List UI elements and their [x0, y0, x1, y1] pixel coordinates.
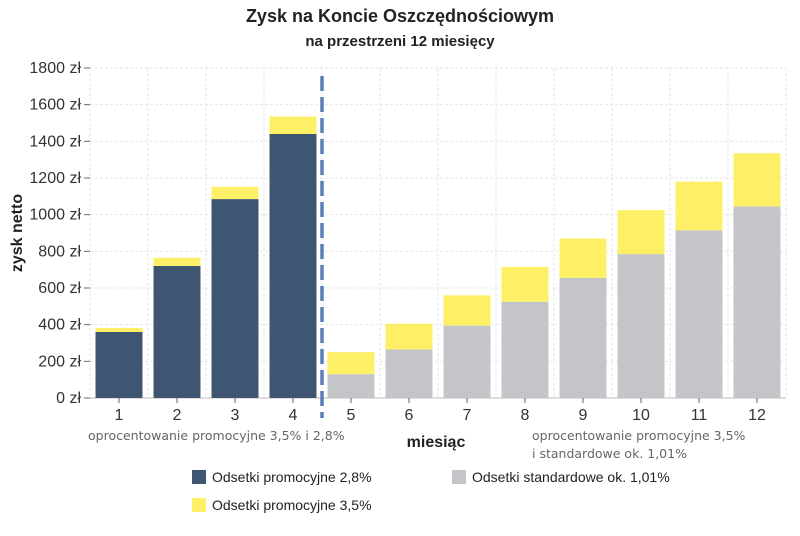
bar-segment	[385, 349, 433, 398]
x-tick-label: 6	[405, 407, 414, 424]
bar-segment	[501, 266, 549, 302]
bar-segment	[211, 186, 259, 200]
bar-segment	[269, 116, 317, 134]
legend-label: Odsetki promocyjne 3,5%	[212, 497, 372, 513]
y-tick-label: 400 zł	[38, 317, 81, 334]
bar-segment	[617, 254, 665, 398]
bar-segment	[269, 134, 317, 398]
bar-segment	[153, 266, 201, 398]
annotation-right-line2: i standardowe ok. 1,01%	[532, 446, 687, 461]
legend-swatch	[192, 498, 206, 512]
x-tick-label: 10	[632, 407, 650, 424]
legend-label: Odsetki standardowe ok. 1,01%	[472, 469, 670, 485]
bar-segment	[385, 323, 433, 350]
bar-segment	[501, 301, 549, 398]
y-tick-label: 1200 zł	[29, 170, 81, 187]
chart-title: Zysk na Koncie Oszczędnościowym	[245, 6, 555, 26]
legend: Odsetki promocyjne 2,8% Odsetki standardo…	[192, 469, 670, 513]
bar-segment	[675, 181, 723, 231]
bar-segment	[559, 277, 607, 398]
y-tick-label: 1000 zł	[29, 207, 81, 224]
bar-segment	[327, 374, 375, 398]
x-tick-label: 5	[347, 407, 356, 424]
x-axis-title: miesiąc	[407, 434, 466, 451]
legend-swatch	[452, 470, 466, 484]
bar-segment	[95, 332, 143, 398]
bar-segment	[733, 206, 781, 398]
y-tick-label: 800 zł	[38, 243, 81, 260]
bar-segment	[153, 257, 201, 266]
x-tick-label: 12	[748, 407, 766, 424]
y-tick-label: 1600 zł	[29, 97, 81, 114]
x-tick-label: 8	[521, 407, 530, 424]
y-tick-label: 1400 zł	[29, 133, 81, 150]
y-tick-label: 200 zł	[38, 353, 81, 370]
bar-segment	[559, 238, 607, 278]
x-tick-label: 4	[289, 407, 298, 424]
x-tick-label: 11	[691, 407, 708, 424]
bar-segment	[733, 153, 781, 207]
bar-segment	[327, 352, 375, 375]
x-tick-label: 7	[463, 407, 472, 424]
bar-segment	[443, 295, 491, 326]
annotation-left: oprocentowanie promocyjne 3,5% i 2,8%	[88, 428, 345, 443]
chart-subtitle: na przestrzeni 12 miesięcy	[305, 33, 495, 50]
bar-segment	[675, 230, 723, 398]
bars	[95, 116, 781, 398]
y-tick-label: 0 zł	[56, 390, 81, 407]
x-tick-label: 1	[115, 407, 124, 424]
bar-segment	[211, 199, 259, 398]
y-tick-label: 600 zł	[38, 280, 81, 297]
bar-segment	[617, 210, 665, 255]
y-axis-title: zysk netto	[9, 194, 26, 272]
bar-segment	[95, 327, 143, 332]
y-axis-ticks: 0 zł 200 zł 400 zł 600 zł 800 zł 1000 zł 1200 …	[29, 60, 90, 407]
x-tick-label: 3	[231, 407, 240, 424]
x-axis-ticks: 1 2 3 4 5 6 7 8 9 10 11 12	[115, 398, 766, 424]
y-tick-label: 1800 zł	[29, 60, 81, 77]
bar-segment	[443, 325, 491, 398]
legend-swatch	[192, 470, 206, 484]
annotation-right-line1: oprocentowanie promocyjne 3,5%	[532, 428, 746, 443]
x-tick-label: 9	[579, 407, 588, 424]
legend-label: Odsetki promocyjne 2,8%	[212, 469, 372, 485]
x-tick-label: 2	[173, 407, 182, 424]
